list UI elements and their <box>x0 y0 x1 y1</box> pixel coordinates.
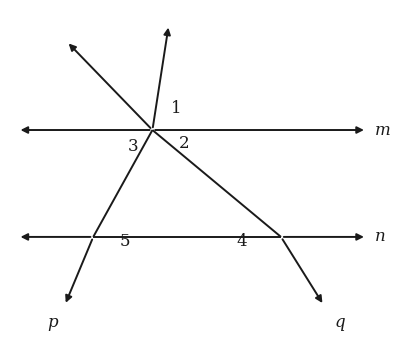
Text: n: n <box>375 228 386 245</box>
Text: 1: 1 <box>171 100 181 117</box>
Text: p: p <box>47 314 58 331</box>
Text: q: q <box>334 314 345 331</box>
Text: 5: 5 <box>120 233 130 250</box>
Text: 2: 2 <box>179 135 189 152</box>
Text: 4: 4 <box>236 233 247 250</box>
Text: 3: 3 <box>127 139 138 155</box>
Text: m: m <box>375 122 391 139</box>
